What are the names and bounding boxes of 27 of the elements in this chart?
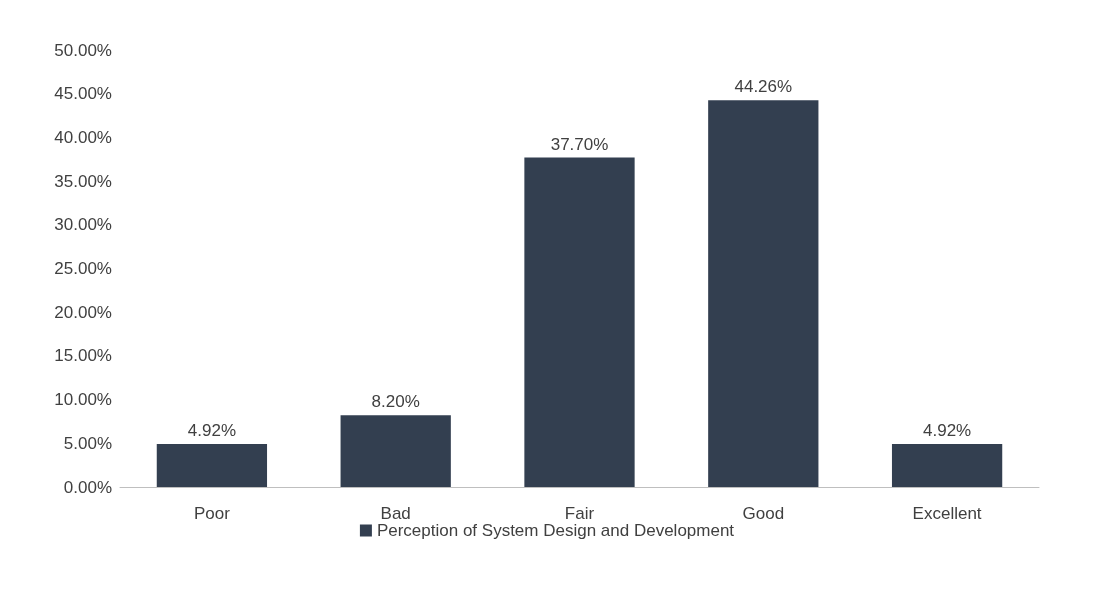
y-tick-label: 0.00% [63,477,112,497]
bar [524,157,635,487]
y-tick-label: 40.00% [54,127,112,147]
y-tick-label: 50.00% [54,40,112,60]
data-label: 4.92% [187,421,236,440]
bar [708,100,819,487]
x-tick-label: Fair [564,504,595,523]
x-tick-label: Bad [380,504,411,523]
data-label: 37.70% [550,134,609,154]
y-tick-label: 25.00% [54,259,112,278]
legend-label: Perception of System Design and Development [376,521,735,540]
x-tick-label: Poor [193,504,231,523]
x-tick-label: Good [742,504,785,523]
y-tick-label: 45.00% [54,84,112,104]
bar [891,444,1003,487]
data-label: 4.92% [923,421,972,440]
y-tick-label: 10.00% [54,390,112,410]
x-tick-label: Excellent [912,504,982,523]
y-tick-label: 35.00% [54,171,112,191]
y-tick-label: 30.00% [54,215,112,235]
y-tick-label: 15.00% [54,346,112,366]
data-label: 44.26% [734,77,793,97]
y-tick-label: 20.00% [54,302,112,322]
y-tick-label: 5.00% [63,433,112,453]
bar [340,415,451,487]
bar [156,444,268,487]
data-label: 8.20% [371,392,420,412]
